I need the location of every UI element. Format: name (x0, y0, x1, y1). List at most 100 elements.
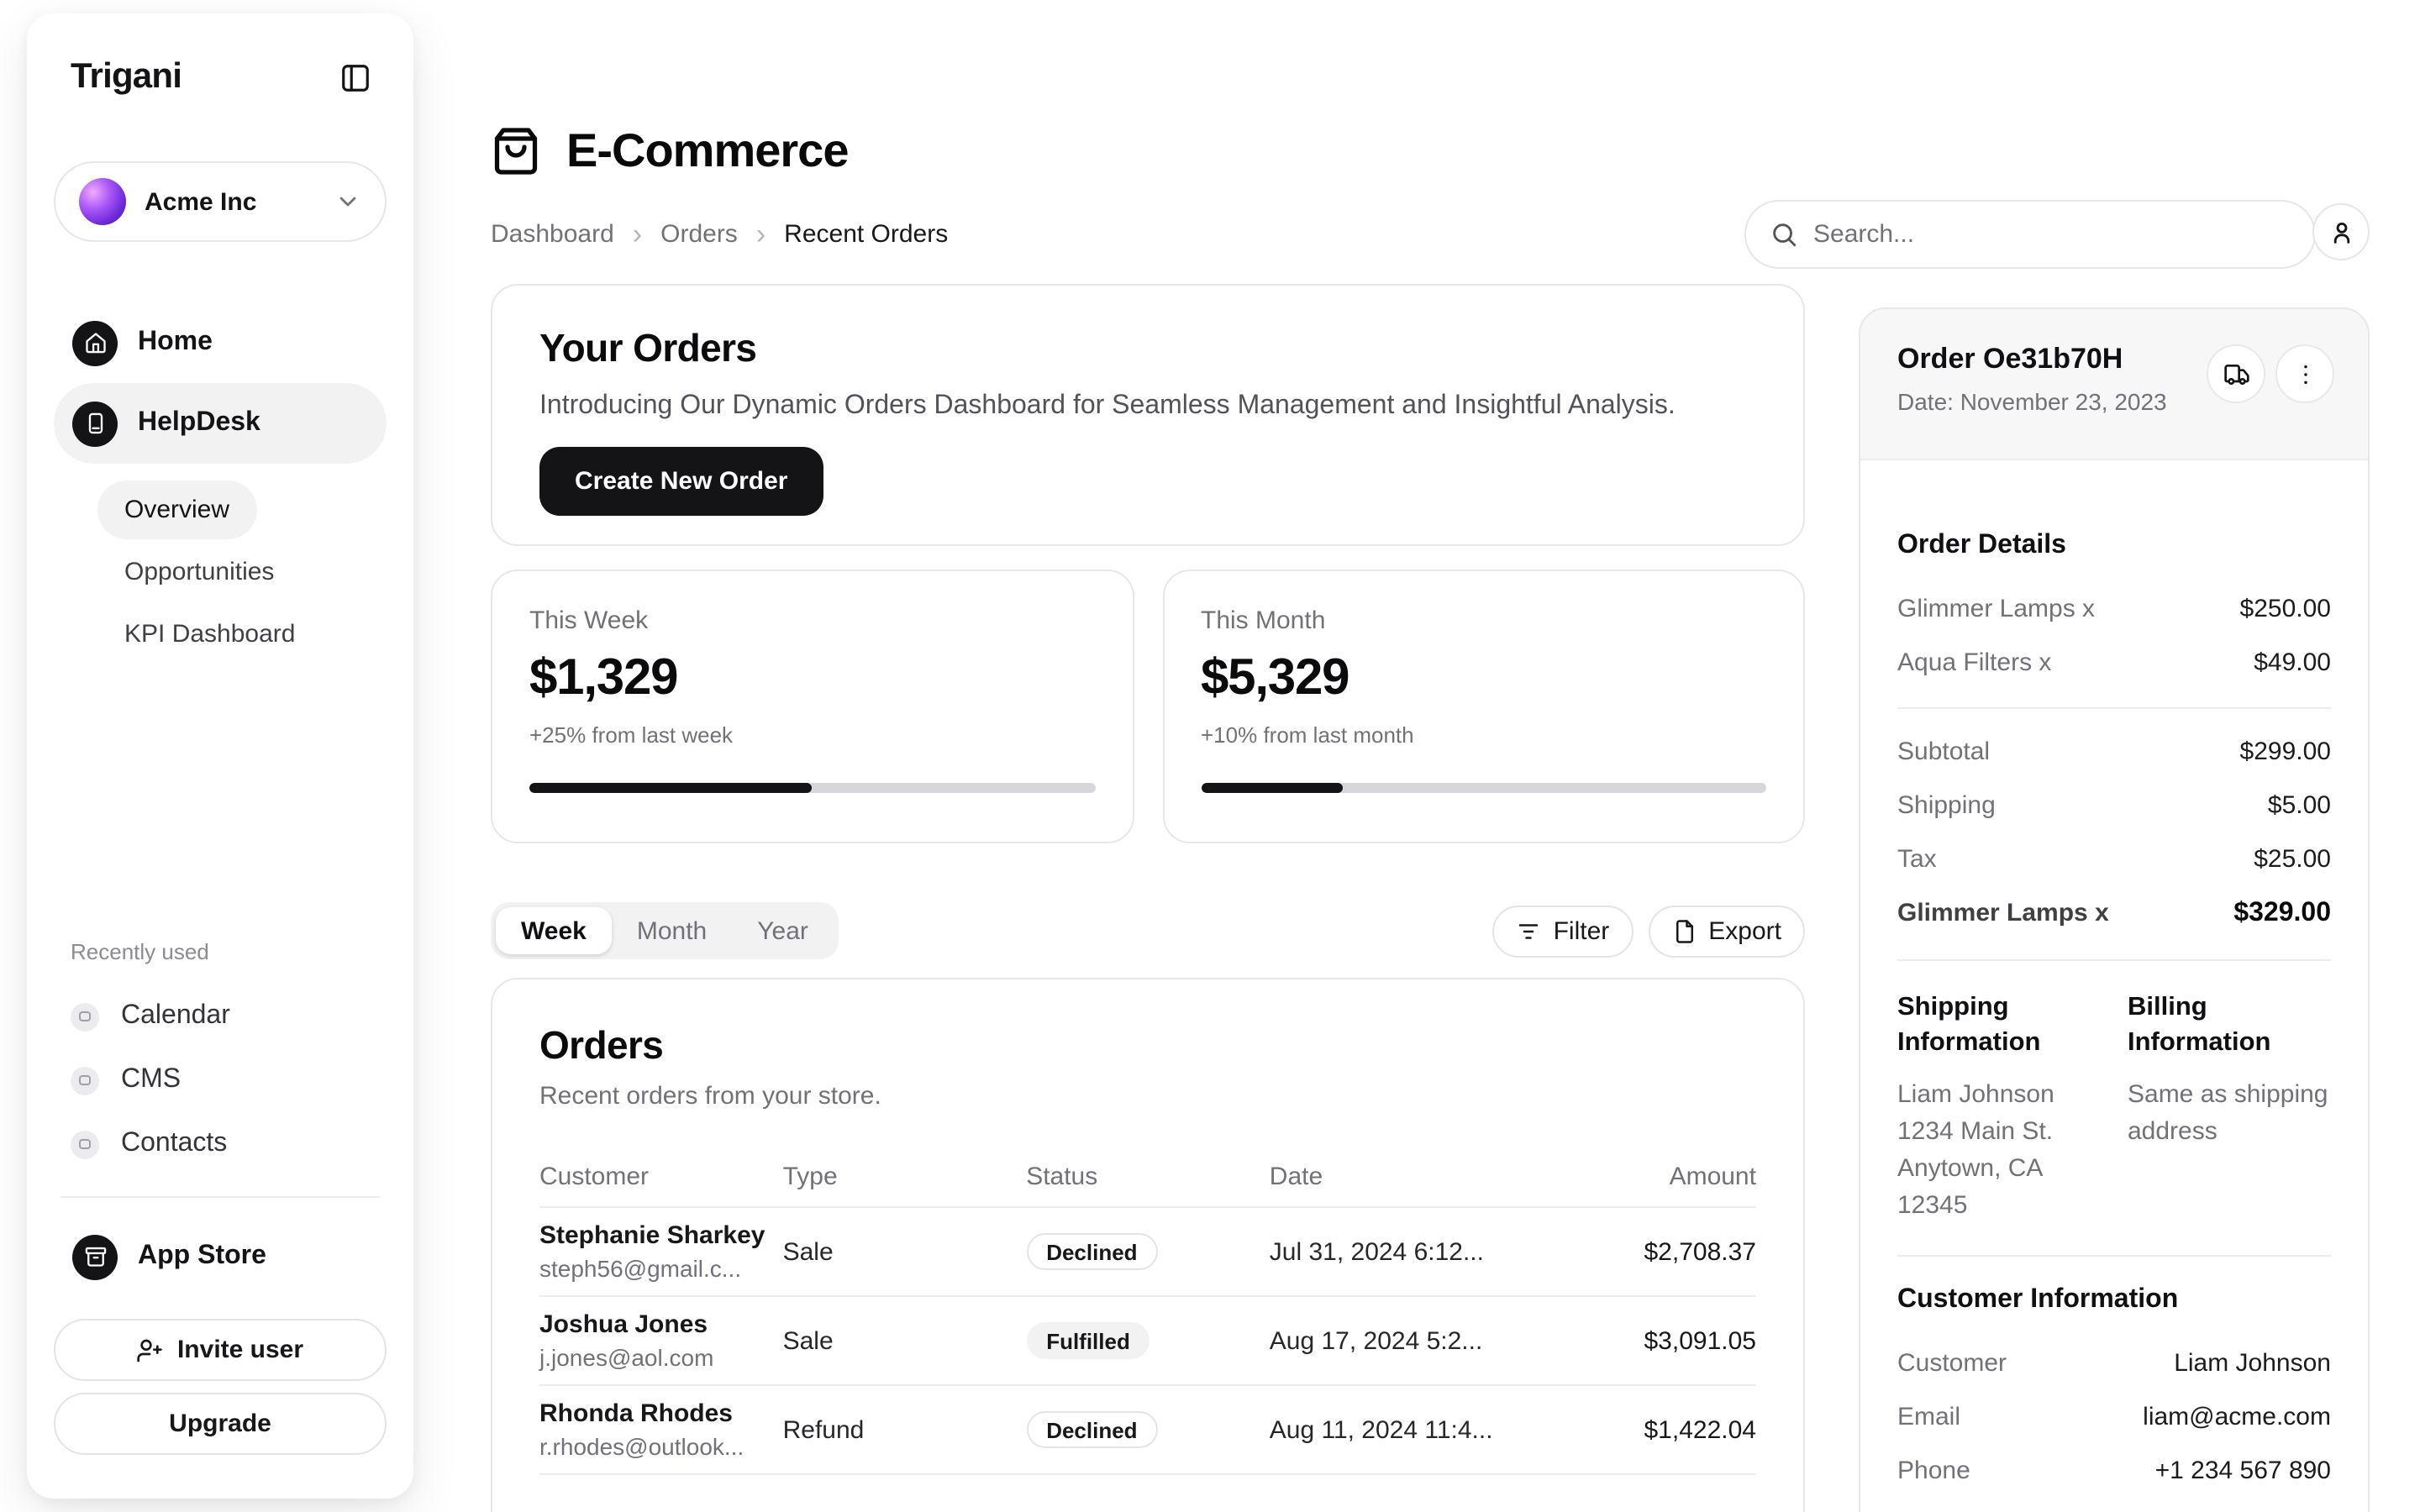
total-label: Tax (1897, 845, 1937, 874)
recent-item[interactable]: CMS (54, 1048, 387, 1112)
chevron-right-icon: › (755, 218, 766, 250)
period-tab[interactable]: Week (496, 907, 612, 954)
truck-icon (2223, 364, 2249, 384)
user-plus-icon (138, 1338, 163, 1362)
info-label: Customer (1897, 1349, 2007, 1378)
item-label: Glimmer Lamps x (1897, 595, 2096, 623)
total-value: $25.00 (2254, 845, 2331, 874)
order-items: Glimmer Lamps x $250.00 Aqua Filters x $… (1897, 595, 2331, 677)
invite-user-button[interactable]: Invite user (54, 1319, 387, 1381)
sidebar-item-kpi-dashboard[interactable]: KPI Dashboard (124, 620, 296, 648)
column-header-status: Status (1026, 1163, 1098, 1191)
total-label: Shipping (1897, 791, 1996, 820)
orders-table-card: Orders Recent orders from your store. Cu… (491, 978, 1805, 1512)
recent-item[interactable]: Contacts (54, 1112, 387, 1176)
sidebar-item-opportunities[interactable]: Opportunities (124, 558, 275, 586)
info-value: Liam Johnson (2174, 1349, 2331, 1378)
shipping-address: Liam Johnson 1234 Main St. Anytown, CA 1… (1897, 1080, 2054, 1220)
total-row: Tax $25.00 (1897, 845, 2331, 874)
cell-type: Sale (782, 1237, 834, 1266)
recent-item-label: Contacts (121, 1129, 228, 1158)
customer-info-row: Email liam@acme.com (1897, 1403, 2331, 1431)
app-icon (71, 1002, 99, 1031)
sidebar-item-helpdesk[interactable]: HelpDesk (54, 383, 387, 464)
shopping-bag-icon (491, 126, 541, 176)
sidebar: Trigani Acme Inc Home He (27, 13, 413, 1499)
recent-item[interactable]: Calendar (54, 984, 387, 1048)
order-detail-panel: Order Oe31b70H Date: November 23, 2023 O… (1859, 307, 2370, 1512)
divider (1897, 707, 2331, 709)
order-item-row: Glimmer Lamps x $250.00 (1897, 595, 2331, 623)
item-label: Aqua Filters x (1897, 648, 2052, 677)
cell-amount: $1,422.04 (1644, 1415, 1756, 1444)
banner-title: Your Orders (539, 326, 757, 370)
breadcrumb-item[interactable]: Dashboard (491, 220, 614, 249)
order-details-heading: Order Details (1897, 531, 2066, 559)
file-icon (1676, 919, 1693, 942)
info-label: Email (1897, 1403, 1961, 1431)
sidebar-item-label: HelpDesk (138, 408, 260, 437)
cell-customer: Rhonda Rhodes r.rhodes@outlook... (539, 1399, 783, 1460)
home-icon (72, 320, 118, 365)
customer-name: Rhonda Rhodes (539, 1399, 733, 1428)
sidebar-item-label: Home (138, 328, 213, 356)
sidebar-toggle-icon[interactable] (336, 59, 373, 96)
upgrade-button[interactable]: Upgrade (54, 1393, 387, 1455)
sidebar-item-label: App Store (138, 1242, 266, 1270)
search-input[interactable] (1813, 220, 2291, 249)
cell-type: Refund (782, 1415, 865, 1444)
column-header-type: Type (782, 1163, 838, 1191)
period-tab[interactable]: Year (757, 916, 808, 945)
cell-type: Sale (782, 1326, 834, 1355)
account-button[interactable] (2312, 203, 2370, 260)
period-tab[interactable]: Month (636, 916, 708, 945)
org-switcher[interactable]: Acme Inc (54, 161, 387, 242)
export-button[interactable]: Export (1648, 905, 1805, 957)
order-panel-header: Order Oe31b70H Date: November 23, 2023 (1860, 309, 2368, 460)
column-header-amount: Amount (1669, 1163, 1756, 1191)
cell-status: Fulfilled (1026, 1322, 1270, 1359)
shipping-heading: Shipping Information (1897, 993, 2041, 1057)
user-icon (2333, 221, 2349, 243)
create-new-order-button[interactable]: Create New Order (539, 447, 823, 516)
table-row[interactable]: Rhonda Rhodes r.rhodes@outlook... Refund… (539, 1386, 1756, 1475)
table-controls: Week Month Year Filter Export (491, 902, 1805, 959)
app-icon (71, 1130, 99, 1158)
period-tabs: Week Month Year (491, 902, 839, 959)
track-shipment-button[interactable] (2207, 344, 2265, 403)
stat-label: This Week (529, 606, 649, 635)
export-label: Export (1708, 916, 1781, 945)
sidebar-item-overview[interactable]: Overview (97, 480, 257, 539)
table-body: Stephanie Sharkey steph56@gmail.c... Sal… (539, 1208, 1756, 1475)
breadcrumb-item[interactable]: Orders (660, 220, 738, 249)
column-header-date: Date (1269, 1163, 1323, 1191)
customer-name: Stephanie Sharkey (539, 1221, 765, 1250)
upgrade-label: Upgrade (169, 1410, 271, 1438)
divider (1897, 1255, 2331, 1257)
table-row[interactable]: Joshua Jones j.jones@aol.com Sale Fulfil… (539, 1297, 1756, 1386)
total-row: Glimmer Lamps x $329.00 (1897, 899, 2331, 929)
page-title: E-Commerce (566, 124, 849, 176)
cell-status: Declined (1026, 1233, 1270, 1270)
stat-delta: +25% from last week (529, 722, 734, 748)
item-price: $49.00 (2254, 648, 2331, 677)
search-icon (1773, 223, 1797, 247)
filter-button[interactable]: Filter (1492, 905, 1634, 957)
app-logo: Trigani (71, 57, 182, 96)
sidebar-item-home[interactable]: Home (54, 302, 387, 383)
stat-value: $1,329 (529, 650, 679, 706)
status-badge: Fulfilled (1026, 1322, 1150, 1359)
billing-info: Billing Information Same as shipping add… (2128, 990, 2331, 1225)
stat-card-month: This Month $5,329 +10% from last month (1162, 570, 1805, 843)
cell-customer: Joshua Jones j.jones@aol.com (539, 1310, 783, 1371)
order-item-row: Aqua Filters x $49.00 (1897, 648, 2331, 677)
table-row[interactable]: Stephanie Sharkey steph56@gmail.c... Sal… (539, 1208, 1756, 1297)
cell-status: Declined (1026, 1411, 1270, 1448)
sidebar-item-app-store[interactable]: App Store (54, 1218, 387, 1295)
filter-icon (1519, 923, 1539, 938)
cell-amount: $3,091.05 (1644, 1326, 1756, 1355)
stats-row: This Week $1,329 +25% from last week Thi… (491, 570, 1805, 843)
more-options-button[interactable] (2275, 344, 2334, 403)
org-name: Acme Inc (145, 187, 257, 216)
divider (1897, 959, 2331, 961)
